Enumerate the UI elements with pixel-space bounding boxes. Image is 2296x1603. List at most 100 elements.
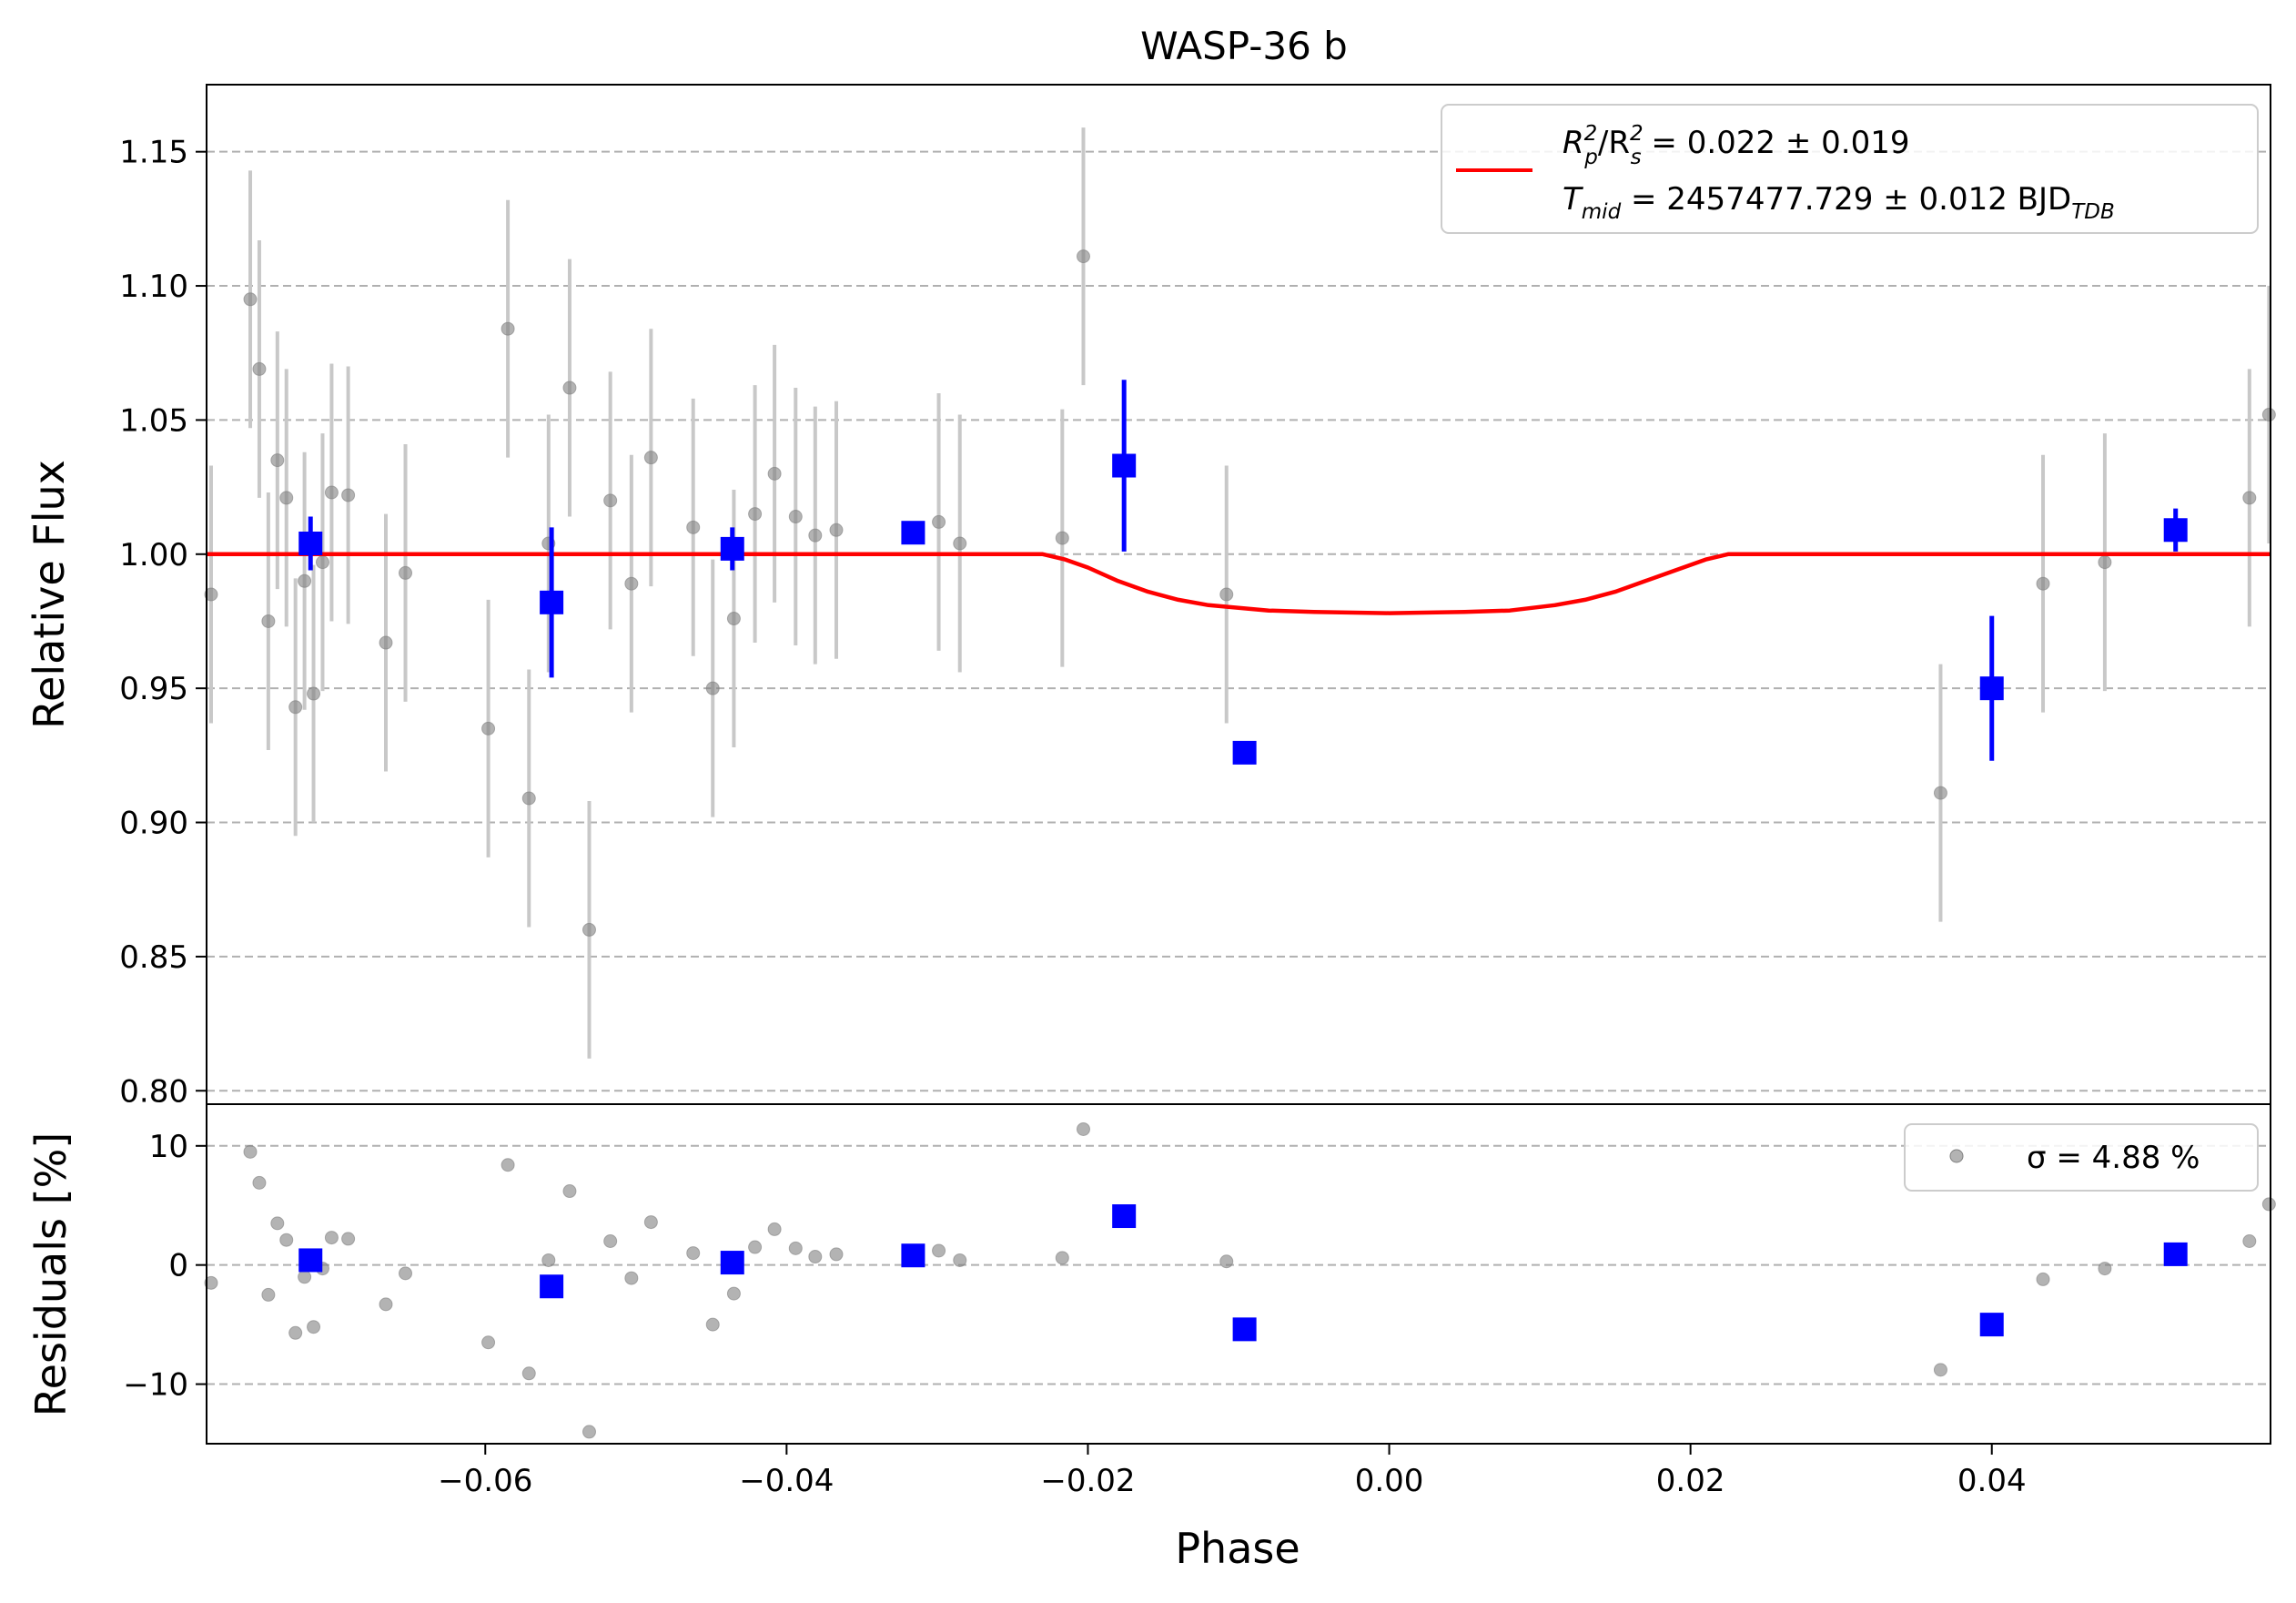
x-tick-label: 0.02 — [1656, 1463, 1725, 1499]
residual-y-tick-label: −10 — [123, 1367, 188, 1404]
residual-y-tick-label: 0 — [168, 1248, 188, 1284]
chart-title: WASP-36 b — [1140, 24, 1348, 68]
binned-point — [1979, 676, 2004, 701]
raw-point — [562, 380, 577, 395]
residual-raw-point — [341, 1232, 356, 1246]
raw-point — [501, 321, 515, 336]
residual-binned-point — [1232, 1317, 1257, 1342]
raw-point — [767, 466, 782, 481]
raw-point — [808, 528, 823, 543]
residual-raw-point — [243, 1144, 258, 1159]
raw-point — [726, 612, 741, 626]
raw-point — [2261, 408, 2276, 422]
residual-raw-point — [521, 1366, 536, 1381]
raw-point — [603, 493, 618, 508]
residual-panel-frame — [206, 1103, 2271, 1445]
raw-point — [399, 565, 413, 580]
main-binned-errorbars — [308, 380, 2179, 761]
binned-point — [298, 532, 323, 555]
raw-point — [1933, 786, 1947, 800]
main-y-tick-label: 0.80 — [119, 1073, 188, 1110]
residual-raw-point — [2242, 1234, 2257, 1249]
residual-raw-point — [1933, 1363, 1947, 1377]
raw-point — [2242, 491, 2257, 505]
main-y-tick-label: 1.15 — [119, 135, 188, 171]
residual-raw-point — [643, 1215, 658, 1230]
raw-point — [829, 522, 844, 537]
residual-raw-point — [2261, 1197, 2276, 1212]
residual-raw-point — [379, 1297, 393, 1312]
residual-raw-point — [279, 1233, 294, 1247]
residual-binned-point — [298, 1248, 323, 1273]
residual-raw-point — [953, 1253, 967, 1267]
residual-raw-point — [788, 1241, 803, 1255]
residual-y-ticks: −10 0 10 — [123, 1129, 207, 1404]
residual-raw-point — [307, 1320, 321, 1334]
main-legend-radius-ratio: R2 p/R2 s = 0.022 ± 0.019 — [1563, 122, 1909, 169]
binned-point — [540, 590, 564, 614]
binned-point — [1112, 453, 1137, 478]
raw-point — [298, 573, 312, 588]
residual-raw-point — [603, 1234, 618, 1249]
x-axis-label: Phase — [1175, 1524, 1300, 1573]
raw-point — [481, 721, 496, 736]
residual-y-tick-label: 10 — [149, 1129, 188, 1165]
residual-binned-point — [2163, 1242, 2188, 1266]
residual-raw-point — [324, 1231, 339, 1245]
x-ticks: −0.06 −0.04 −0.02 0.00 0.02 0.04 — [438, 1444, 2027, 1499]
main-legend: R2 p/R2 s = 0.022 ± 0.019 Tmid = 2457477.7… — [1441, 104, 2259, 234]
main-binned-points — [298, 453, 2188, 765]
residual-raw-point — [204, 1275, 218, 1290]
raw-point — [204, 587, 218, 602]
residual-raw-points — [204, 1121, 2276, 1439]
residual-binned-point — [540, 1274, 564, 1299]
x-tick-label: 0.00 — [1355, 1463, 1424, 1499]
residual-binned-point — [720, 1251, 744, 1275]
raw-point — [624, 576, 639, 591]
main-raw-points — [204, 249, 2276, 937]
residual-raw-point — [1055, 1251, 1069, 1265]
residual-raw-point — [288, 1325, 303, 1340]
residual-y-axis-label: Residuals [%] — [26, 1132, 76, 1416]
binned-point — [2163, 518, 2188, 543]
x-tick-label: −0.06 — [438, 1463, 532, 1499]
x-tick-label: 0.04 — [1957, 1463, 2027, 1499]
residual-raw-point — [481, 1335, 496, 1350]
residual-binned-point — [1979, 1313, 2004, 1337]
main-legend-mid-time: Tmid = 2457477.729 ± 0.012 BJDTDB — [1563, 181, 2115, 224]
main-y-tick-label: 1.05 — [119, 402, 188, 439]
binned-point — [1232, 740, 1257, 765]
residual-raw-point — [808, 1250, 823, 1264]
raw-point — [324, 485, 339, 500]
residual-raw-point — [2098, 1262, 2112, 1276]
main-y-tick-label: 0.85 — [119, 939, 188, 976]
raw-point — [643, 451, 658, 465]
raw-point — [379, 635, 393, 650]
raw-point — [953, 536, 967, 551]
raw-point — [788, 510, 803, 524]
raw-point — [705, 681, 720, 695]
residual-raw-point — [562, 1184, 577, 1199]
residual-raw-point — [932, 1243, 946, 1258]
residual-raw-point — [705, 1317, 720, 1332]
raw-point — [288, 700, 303, 715]
raw-point — [1219, 587, 1234, 602]
residual-raw-point — [767, 1222, 782, 1236]
raw-point — [521, 791, 536, 806]
residual-raw-point — [1219, 1254, 1234, 1269]
raw-point — [243, 292, 258, 307]
residual-legend-swatch — [1949, 1149, 1964, 1163]
residual-raw-point — [2036, 1272, 2050, 1286]
raw-point — [932, 514, 946, 529]
residual-raw-point — [399, 1266, 413, 1281]
raw-point — [2098, 555, 2112, 570]
raw-point — [2036, 576, 2050, 591]
raw-point — [341, 488, 356, 502]
main-transit-model — [207, 552, 2271, 615]
residual-raw-point — [726, 1286, 741, 1301]
main-y-tick-label: 0.95 — [119, 671, 188, 707]
residual-raw-point — [1076, 1121, 1090, 1136]
residual-raw-point — [624, 1271, 639, 1285]
residual-legend: σ = 4.88 % — [1904, 1123, 2259, 1192]
x-tick-label: −0.04 — [739, 1463, 834, 1499]
